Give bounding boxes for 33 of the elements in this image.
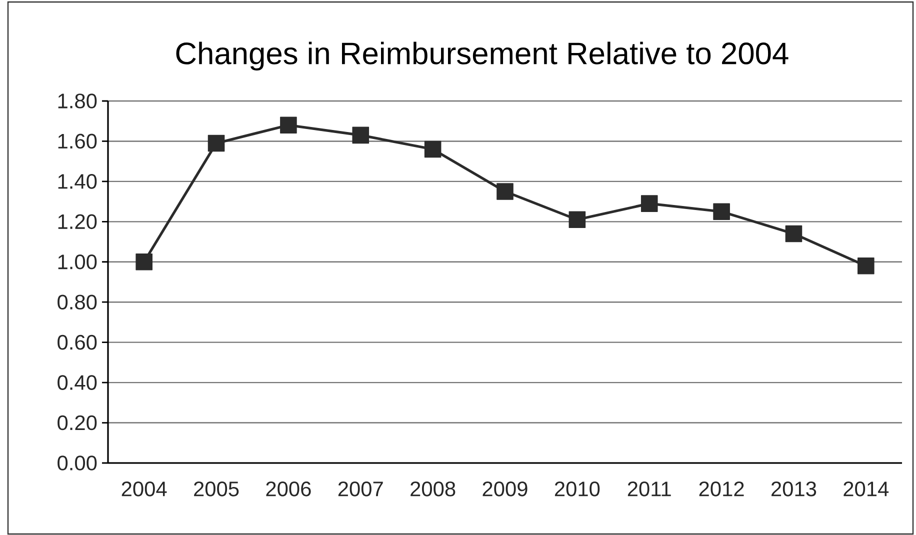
x-tick-label: 2011: [628, 482, 671, 496]
point: [785, 225, 802, 242]
x-tick-label: 2010: [554, 482, 600, 496]
point: [136, 253, 152, 270]
chart-title: Changes in Reimbursement Relative to 2004: [176, 42, 788, 70]
point: [280, 116, 297, 134]
y-tick-label: 1.20: [58, 214, 97, 230]
y-tick-label: 0.40: [58, 375, 97, 390]
y-tick-label: 1.00: [58, 254, 97, 270]
x-tick-label: 2008: [410, 482, 456, 496]
point: [713, 203, 730, 220]
x-tick-label: 2007: [338, 482, 383, 496]
y-tick-label: 0.20: [58, 415, 97, 430]
x-tick-label: 2012: [699, 482, 744, 496]
point: [858, 258, 874, 274]
point: [568, 211, 586, 228]
x-tick-label: 2006: [266, 482, 311, 496]
y-tick-label: 0.80: [58, 294, 97, 310]
x-tick-label: 2005: [194, 482, 239, 496]
y-tick-label: 1.40: [58, 174, 97, 189]
y-tick-label: 0.60: [58, 334, 97, 350]
y-tick-label: 1.80: [58, 94, 97, 108]
x-tick-label: 2014: [844, 482, 889, 496]
point: [496, 183, 514, 200]
point: [424, 140, 442, 158]
point: [640, 195, 658, 212]
x-tick-label: 2009: [482, 482, 528, 496]
y-tick-label: 0.00: [58, 456, 97, 470]
x-tick-label: 2013: [772, 482, 816, 496]
point: [208, 134, 225, 152]
x-tick-label: 2004: [122, 482, 167, 496]
y-tick-label: 1.60: [58, 134, 97, 149]
point: [352, 126, 370, 144]
